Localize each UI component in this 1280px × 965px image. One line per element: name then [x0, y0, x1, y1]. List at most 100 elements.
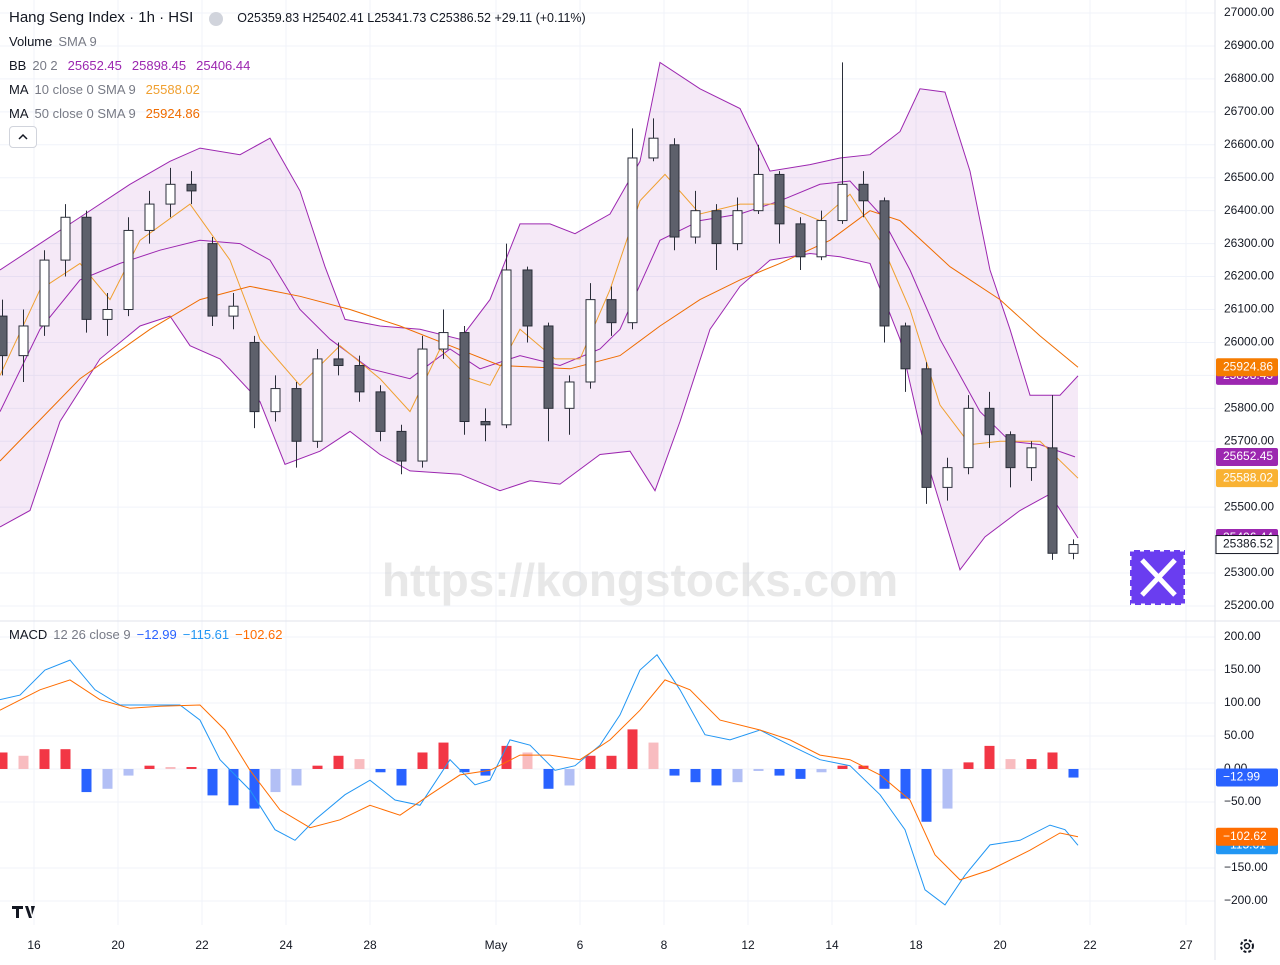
- y-tick-label: 25800.00: [1224, 401, 1274, 415]
- indicator-line: [0, 210, 1079, 462]
- candle-body: [1026, 447, 1037, 469]
- candle-body: [207, 243, 218, 317]
- x-tick-label: May: [485, 938, 508, 952]
- y-tick-label: −200.00: [1224, 893, 1268, 907]
- candle-body: [60, 216, 71, 261]
- candle-body: [333, 358, 344, 367]
- indicator-value: −115.61: [182, 627, 230, 642]
- x-tick-label: 14: [825, 938, 839, 952]
- histogram-bar: [564, 768, 575, 786]
- x-tick-label: 12: [741, 938, 755, 952]
- x-tick-label: 8: [661, 938, 668, 952]
- candle-body: [627, 157, 638, 324]
- candle-body: [144, 203, 155, 231]
- candle-body: [123, 229, 134, 311]
- histogram-bar: [186, 766, 197, 769]
- indicator-name: MA: [9, 82, 29, 97]
- candle-body: [711, 210, 722, 245]
- collapse-button[interactable]: [9, 126, 37, 148]
- histogram-bar: [585, 755, 596, 769]
- legend-row: BB 20 2 25652.45 25898.45 25406.44: [9, 54, 592, 78]
- candle-body: [858, 183, 869, 202]
- histogram-bar: [669, 768, 680, 776]
- histogram-bar: [963, 762, 974, 769]
- ohlc: O25359.83 H25402.41 L25341.73 C25386.52 …: [237, 11, 586, 25]
- y-tick-label: 26500.00: [1224, 170, 1274, 184]
- indicator-name: MACD: [9, 627, 48, 642]
- y-tick-label: 100.00: [1224, 695, 1261, 709]
- histogram-bar: [711, 768, 722, 786]
- candle-body: [354, 365, 365, 393]
- indicator-params: 12 26 close 9: [53, 627, 131, 642]
- indicator-params: 20 2: [32, 58, 58, 73]
- x-tick-label: 28: [363, 938, 377, 952]
- histogram-bar: [1005, 759, 1016, 769]
- histogram-bar: [0, 752, 8, 769]
- candle-body: [18, 325, 29, 357]
- indicator-value: 25406.44: [196, 58, 251, 73]
- macd-legend: MACD 12 26 close 9 −12.99 −115.61 −102.62: [9, 627, 289, 642]
- histogram-bar: [1068, 768, 1079, 778]
- price-badge: [1216, 469, 1278, 488]
- candle-body: [39, 259, 50, 327]
- candle-body: [165, 183, 176, 205]
- candle-body: [774, 173, 785, 225]
- y-tick-label: 27000.00: [1224, 5, 1274, 19]
- candle-body: [1047, 447, 1058, 554]
- indicator-name: BB: [9, 58, 27, 73]
- candle-body: [312, 358, 323, 442]
- candle-body: [837, 183, 848, 222]
- candle-body: [648, 137, 659, 159]
- candle-body: [1005, 434, 1016, 469]
- price-badge-label: −12.99: [1223, 770, 1260, 784]
- candle-body: [753, 173, 764, 212]
- legend-row: MA 10 close 0 SMA 9 25588.02: [9, 78, 592, 102]
- logo-box: [1128, 548, 1187, 607]
- collapse-icon: [18, 133, 28, 140]
- histogram-bar: [312, 765, 323, 769]
- candle-body: [669, 144, 680, 238]
- y-tick-label: 26400.00: [1224, 203, 1274, 217]
- y-tick-label: 26200.00: [1224, 269, 1274, 283]
- histogram-bar: [522, 752, 533, 769]
- candle-body: [606, 299, 617, 324]
- indicator-name: MA: [9, 106, 29, 121]
- x-tick-label: 22: [195, 938, 209, 952]
- y-tick-label: 25700.00: [1224, 433, 1274, 447]
- candle-body: [270, 388, 281, 413]
- settings-icon[interactable]: [1240, 939, 1254, 953]
- histogram-bar: [690, 768, 701, 783]
- candle-body: [921, 368, 932, 488]
- candle-body: [1068, 544, 1079, 554]
- candle-body: [963, 407, 974, 469]
- y-tick-label: 26000.00: [1224, 335, 1274, 349]
- candle-body: [690, 210, 701, 238]
- histogram-bar: [501, 745, 512, 769]
- candle-body: [396, 430, 407, 462]
- candle-body: [375, 391, 386, 432]
- indicator-line: [0, 180, 1076, 458]
- histogram-bar: [900, 768, 911, 799]
- x-tick-label: 6: [577, 938, 584, 952]
- indicator-line: [0, 654, 1079, 906]
- y-tick-label: 26100.00: [1224, 302, 1274, 316]
- candle-body: [522, 269, 533, 327]
- candle-body: [501, 269, 512, 426]
- candle-body: [186, 183, 197, 192]
- candle-body: [417, 348, 428, 462]
- histogram-bar: [39, 749, 50, 769]
- histogram-bar: [207, 768, 218, 796]
- candle-body: [900, 325, 911, 370]
- y-tick-label: −150.00: [1224, 860, 1268, 874]
- legend-row: Hang Seng Index · 1h · HSI O25359.83 H254…: [9, 6, 592, 30]
- legend-row: MA 50 close 0 SMA 9 25924.86: [9, 102, 592, 126]
- watermark: https://kongstocks.com: [382, 554, 898, 606]
- price-badge-label: −102.62: [1223, 829, 1267, 843]
- histogram-bar: [291, 768, 302, 786]
- symbol-title: Hang Seng Index · 1h · HSI: [9, 9, 194, 26]
- histogram-bar: [480, 768, 491, 776]
- x-tick-label: 16: [27, 938, 41, 952]
- price-badge: [1216, 447, 1278, 466]
- candle-body: [81, 216, 92, 320]
